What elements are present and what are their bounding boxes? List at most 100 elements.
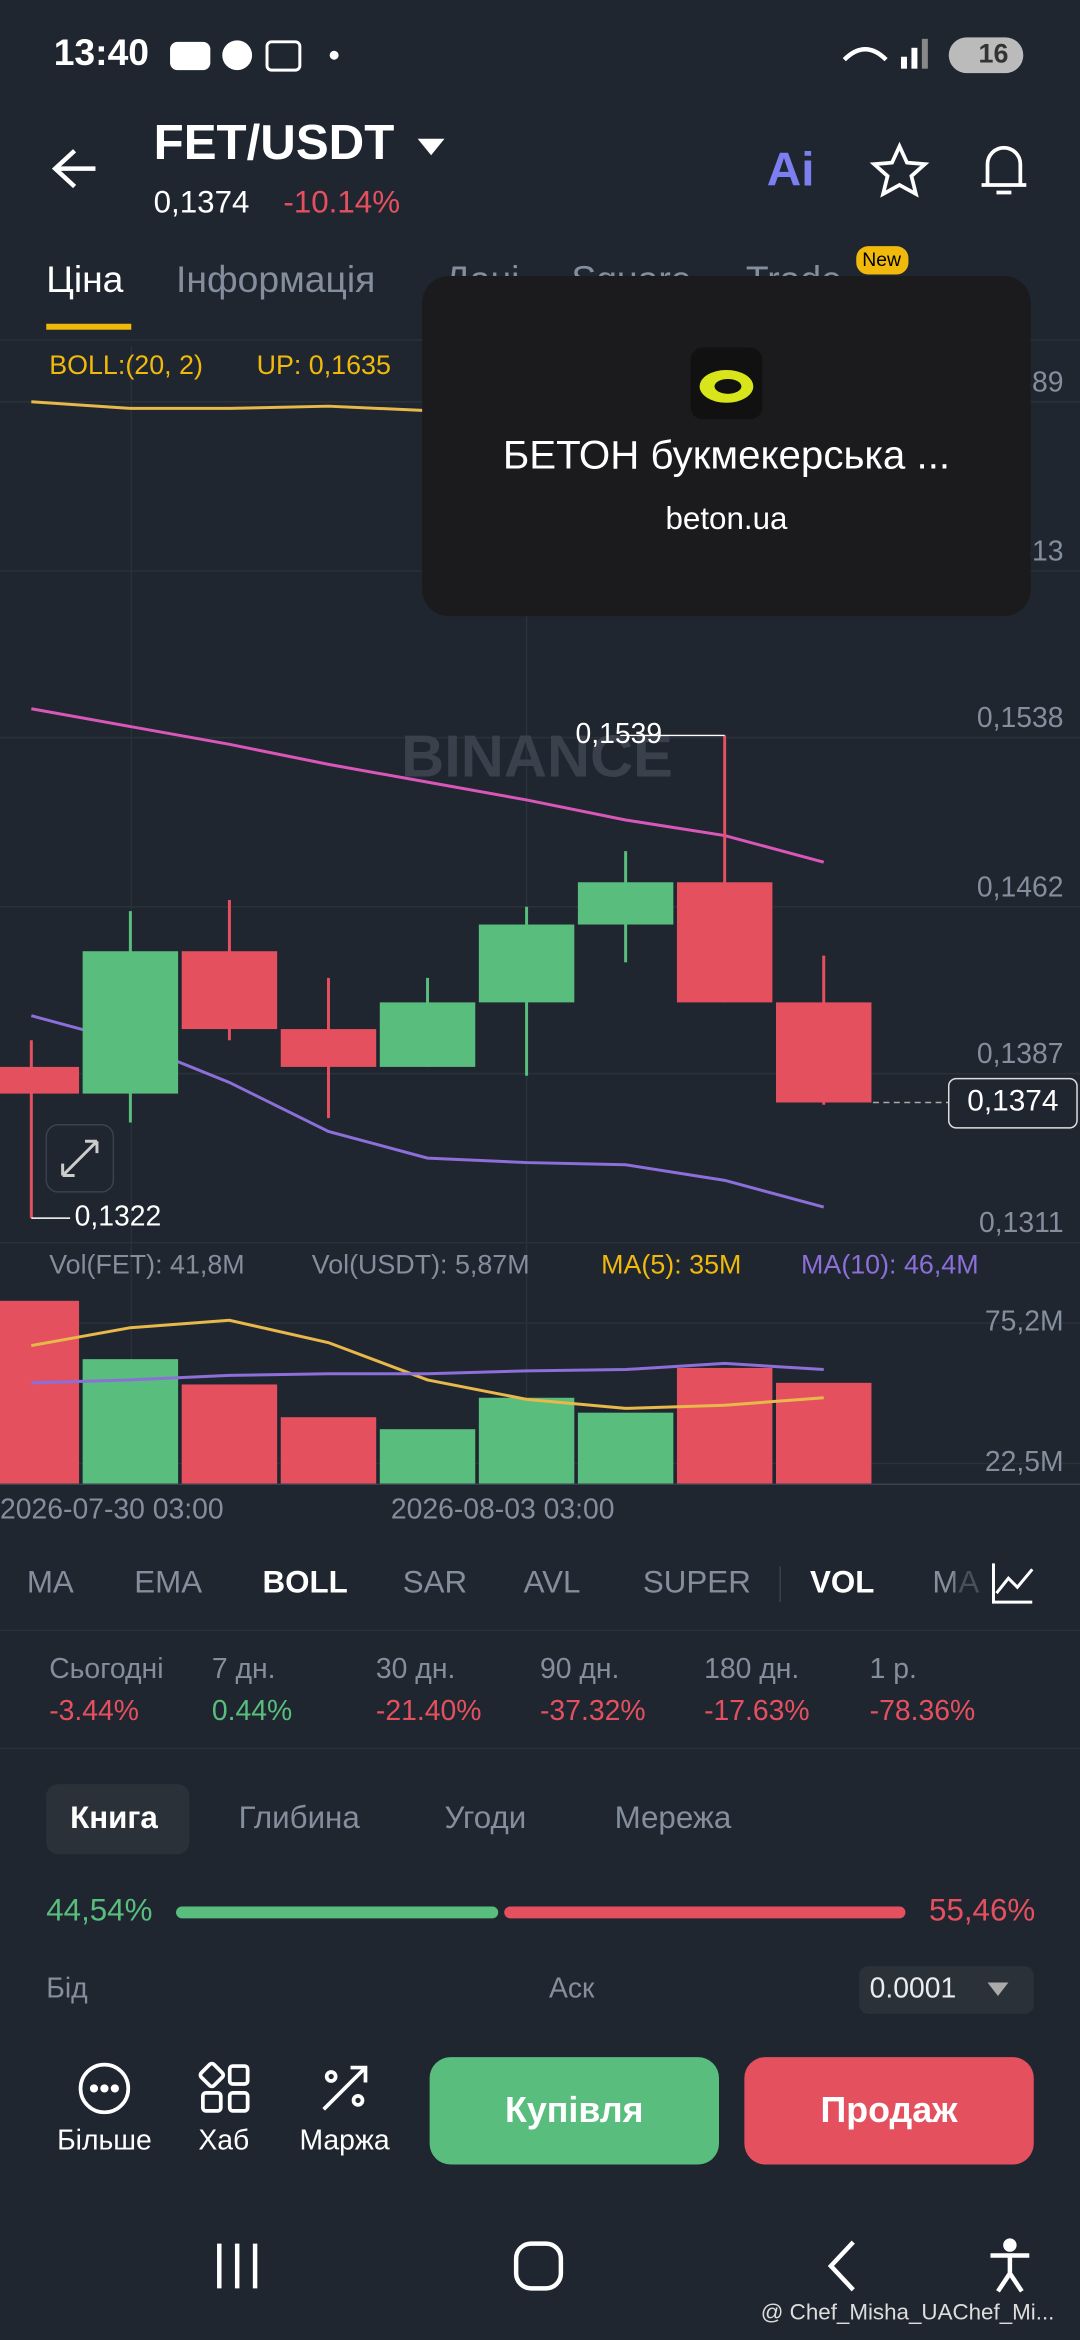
boll-line: [31, 707, 825, 864]
period-label: 90 дн.: [540, 1653, 619, 1685]
candle-body: [82, 951, 179, 1094]
sell-label: Продаж: [821, 2090, 959, 2130]
indicator-tab[interactable]: VOL: [810, 1565, 874, 1600]
action-label[interactable]: Хаб: [198, 2125, 249, 2157]
price-tick-label: 0,1387: [977, 1038, 1064, 1070]
ask-share-bar: [504, 1906, 906, 1919]
chart-settings-icon[interactable]: [991, 1563, 1034, 1604]
candle-body: [775, 1002, 872, 1103]
volume-tick-label: 22,5M: [985, 1446, 1064, 1478]
volume-bar: [0, 1300, 80, 1485]
dropdown-icon: [987, 1982, 1009, 1996]
period-label: 30 дн.: [376, 1653, 455, 1685]
status-time: 13:40: [54, 31, 149, 73]
period-change: -21.40%: [376, 1695, 482, 1727]
date-label: 2026-07-30 03:00: [0, 1494, 224, 1526]
volume-legend: Vol(USDT): 5,87M: [312, 1250, 530, 1280]
volume-legend: MA(10): 46,4M: [801, 1250, 979, 1280]
book-tab[interactable]: Мережа: [615, 1800, 732, 1835]
battery-level: 16: [979, 38, 1009, 68]
indicator-tab[interactable]: SUPER: [643, 1565, 751, 1600]
price-tick-label: 0,1538: [977, 702, 1064, 734]
period-label: Сьогодні: [49, 1653, 163, 1685]
last-price-label: 0,1374: [967, 1084, 1058, 1117]
alert-button[interactable]: [981, 145, 1027, 195]
action-label[interactable]: Більше: [57, 2125, 152, 2157]
indicator-label: BOLL:(20, 2): [49, 350, 203, 380]
badge-bg: [856, 246, 909, 275]
ai-button[interactable]: Ai: [767, 144, 815, 197]
book-tab[interactable]: Глибина: [239, 1800, 361, 1835]
bid-share-bar: [176, 1906, 499, 1919]
popup[interactable]: БЕТОН букмекерська ... beton.ua: [422, 276, 1031, 617]
price-tick-label: 0,1462: [977, 871, 1064, 903]
buy-button[interactable]: [429, 2057, 720, 2165]
precision: 0.0001: [870, 1972, 957, 2004]
price-tick-label: 0,1311: [979, 1207, 1064, 1239]
tab[interactable]: Ціна: [46, 258, 123, 300]
volume-ma-line: [31, 1318, 824, 1410]
bid-header: Бід: [46, 1972, 88, 2004]
candle-body: [676, 882, 773, 1003]
watermark: BINANCE: [401, 723, 673, 790]
last-price-box: [947, 1077, 1078, 1129]
popup-card: [422, 276, 1031, 617]
high-label: 0,1539: [576, 718, 663, 750]
volume-tick-label: 75,2M: [985, 1306, 1064, 1338]
back-button[interactable]: [51, 149, 96, 189]
indicator-tab[interactable]: MA: [27, 1565, 74, 1600]
period-label: 180 дн.: [704, 1653, 799, 1685]
candle-body: [478, 924, 575, 1003]
pair-name[interactable]: FET/USDT: [154, 115, 395, 170]
period-change: -17.63%: [704, 1695, 810, 1727]
indicator-tab[interactable]: BOLL: [263, 1565, 348, 1600]
candle-body: [577, 882, 674, 925]
period-change: 0.44%: [212, 1695, 292, 1727]
expand-icon: [61, 1139, 99, 1178]
fade: [954, 1551, 991, 1618]
ask-header: Аск: [549, 1972, 595, 2004]
indicator-bar: [0, 1532, 1080, 1631]
pair-dropdown[interactable]: [417, 138, 445, 156]
volume-bar: [577, 1412, 674, 1485]
volume-bar: [181, 1384, 278, 1485]
last-price: 0,1374: [154, 185, 250, 220]
popup-logo: [714, 378, 742, 394]
sell-button[interactable]: [744, 2057, 1034, 2165]
volume-bar: [280, 1417, 377, 1485]
candle-body: [0, 1066, 80, 1094]
date-label: 2026-08-03 03:00: [391, 1494, 615, 1526]
volume-bar: [379, 1429, 476, 1485]
action-label[interactable]: Маржа: [300, 2125, 390, 2157]
tab-underline: [46, 323, 132, 330]
indicator-tab[interactable]: AVL: [524, 1565, 581, 1600]
low-label: 0,1322: [75, 1201, 162, 1233]
price-change: -10.14%: [283, 185, 400, 220]
volume-bar: [676, 1367, 773, 1485]
volume-legend: Vol(FET): 41,8M: [49, 1250, 244, 1280]
book-tab[interactable]: Угоди: [445, 1800, 527, 1835]
indicator-tab[interactable]: EMA: [134, 1565, 202, 1600]
nav-bar: [217, 2238, 1030, 2293]
buy-label: Купівля: [505, 2090, 643, 2130]
ask-share: 55,46%: [929, 1893, 1035, 1928]
book-tab[interactable]: Книга: [70, 1800, 158, 1835]
watermark-credit: @ Chef_Misha_UAChef_Mi...: [761, 2300, 1055, 2325]
indicator-tab[interactable]: SAR: [403, 1565, 467, 1600]
candle-body: [280, 1029, 377, 1067]
candle-body: [379, 1002, 476, 1067]
volume-ma-line: [31, 1361, 824, 1385]
badge: New: [862, 249, 902, 271]
status-icons: [170, 37, 1024, 74]
period-label: 1 р.: [870, 1653, 917, 1685]
tab[interactable]: Інформація: [176, 258, 375, 300]
volume-legend: MA(5): 35M: [601, 1250, 741, 1280]
candle-body: [181, 951, 278, 1030]
favorite-button[interactable]: [869, 141, 930, 198]
volume-bar: [478, 1397, 575, 1485]
active-tab-bg: [46, 1784, 190, 1855]
precision-select[interactable]: [859, 1966, 1034, 2014]
expand-button[interactable]: [45, 1124, 115, 1193]
